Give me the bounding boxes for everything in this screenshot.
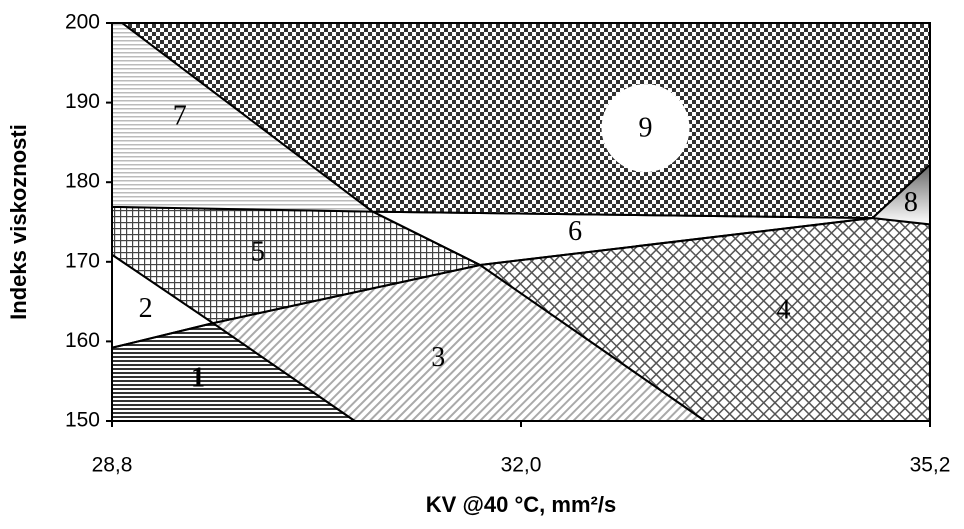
- region-label: 8: [904, 187, 918, 218]
- region-label: 4: [777, 294, 791, 325]
- x-tick-label: 28,8: [92, 454, 133, 477]
- region-label: 7: [173, 101, 187, 132]
- region-label: 5: [251, 237, 265, 268]
- region-label: 2: [139, 293, 153, 324]
- plot-area: 1 2 3 4 5 6 7 8 9: [111, 22, 931, 422]
- y-tick-label: 190: [65, 90, 100, 113]
- region-label: 6: [568, 216, 582, 247]
- y-tick-label: 200: [65, 11, 100, 34]
- region-label: 3: [431, 342, 445, 373]
- region-label: 9: [638, 112, 652, 143]
- y-axis-title: Indeks viskoznosti: [6, 124, 31, 320]
- y-tick-label: 180: [65, 170, 100, 193]
- y-tick-label: 170: [65, 249, 100, 272]
- x-axis-title: KV @40 °C, mm²/s: [426, 492, 616, 517]
- x-tick-label: 35,2: [910, 454, 951, 477]
- y-tick-label: 160: [65, 329, 100, 352]
- x-tick-label: 32,0: [501, 454, 542, 477]
- label-badge: [601, 84, 690, 173]
- y-tick-label: 150: [65, 409, 100, 432]
- region-label: 1: [191, 363, 205, 394]
